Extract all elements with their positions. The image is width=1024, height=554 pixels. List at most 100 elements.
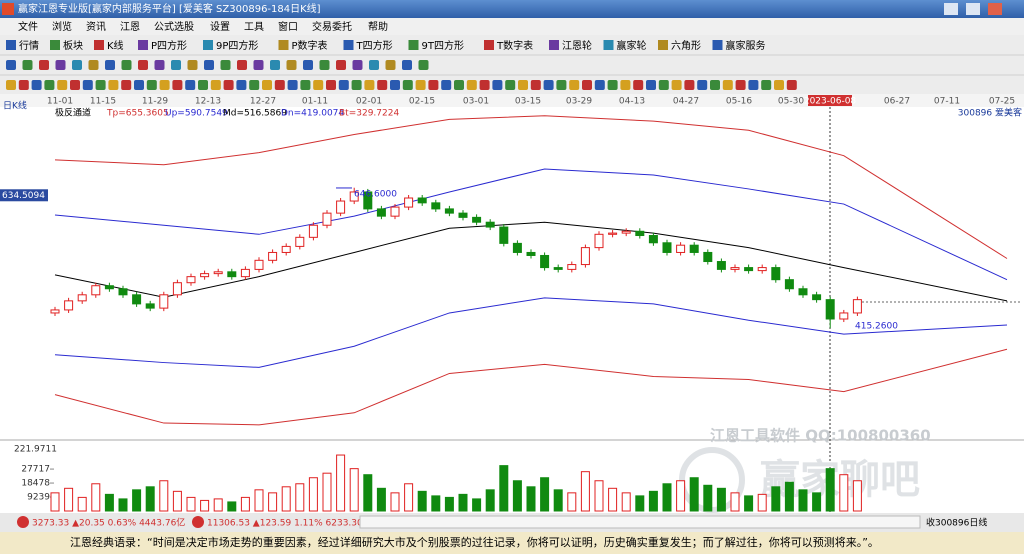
toolbar-icon[interactable] [761, 80, 772, 90]
toolbar-icon[interactable] [236, 80, 247, 90]
toolbar-icon[interactable] [18, 80, 29, 90]
toolbar-icon[interactable] [6, 80, 16, 90]
toolbar-button[interactable]: P数字表 [292, 39, 328, 52]
toolbar-icon[interactable] [530, 80, 541, 90]
toolbar-icon[interactable] [198, 80, 208, 90]
toolbar-icon[interactable] [390, 80, 400, 90]
toolbar-icon[interactable] [105, 60, 115, 70]
toolbar-icon[interactable] [735, 80, 746, 90]
toolbar-icon[interactable] [138, 40, 148, 50]
toolbar-icon[interactable] [408, 40, 419, 50]
toolbar-button[interactable]: 赢家服务 [726, 39, 766, 52]
toolbar-icon[interactable] [146, 80, 157, 90]
toolbar-icon[interactable] [313, 80, 324, 90]
toolbar-icon[interactable] [402, 80, 413, 90]
toolbar-icon[interactable] [154, 60, 165, 70]
toolbar-icon[interactable] [582, 80, 592, 90]
toolbar-icon[interactable] [185, 80, 196, 90]
toolbar-icon[interactable] [722, 80, 733, 90]
toolbar-button[interactable]: 9T四方形 [422, 39, 464, 52]
toolbar-icon[interactable] [44, 80, 55, 90]
toolbar-icon[interactable] [607, 80, 618, 90]
toolbar-icon[interactable] [343, 40, 354, 50]
toolbar-button[interactable]: 行情 [19, 39, 39, 52]
toolbar-icon[interactable] [428, 80, 439, 90]
toolbar-icon[interactable] [518, 80, 528, 90]
toolbar-icon[interactable] [39, 60, 49, 70]
toolbar-icon[interactable] [351, 80, 362, 90]
toolbar-icon[interactable] [6, 60, 16, 70]
toolbar-icon[interactable] [454, 80, 464, 90]
toolbar-icon[interactable] [223, 80, 234, 90]
menu-item[interactable]: 帮助 [368, 20, 388, 33]
toolbar-icon[interactable] [278, 40, 289, 50]
toolbar-icon[interactable] [697, 80, 708, 90]
scrollbar[interactable] [359, 515, 921, 529]
menu-item[interactable]: 设置 [210, 21, 230, 33]
toolbar-icon[interactable] [55, 60, 66, 70]
maximize[interactable] [966, 3, 980, 15]
menu-item[interactable]: 浏览 [52, 20, 72, 33]
menu-item[interactable]: 文件 [18, 20, 38, 33]
toolbar-icon[interactable] [505, 80, 516, 90]
minimize[interactable] [944, 3, 958, 15]
toolbar-icon[interactable] [138, 60, 148, 70]
toolbar-icon[interactable] [402, 60, 412, 70]
toolbar-icon[interactable] [594, 80, 605, 90]
toolbar-icon[interactable] [633, 80, 644, 90]
close[interactable] [988, 3, 1002, 15]
toolbar-icon[interactable] [88, 60, 99, 70]
toolbar-icon[interactable] [121, 80, 132, 90]
menu-item[interactable]: 窗口 [278, 20, 298, 33]
toolbar-button[interactable]: 六角形 [671, 40, 701, 52]
toolbar-icon[interactable] [262, 80, 272, 90]
toolbar-icon[interactable] [569, 80, 580, 90]
toolbar-icon[interactable] [326, 80, 336, 90]
toolbar-button[interactable]: 赢家轮 [617, 39, 647, 52]
toolbar-icon[interactable] [253, 60, 264, 70]
toolbar-icon[interactable] [484, 40, 494, 50]
menu-item[interactable]: 公式选股 [154, 20, 194, 33]
toolbar-icon[interactable] [774, 80, 784, 90]
toolbar-icon[interactable] [492, 80, 503, 90]
toolbar-icon[interactable] [70, 80, 80, 90]
toolbar-icon[interactable] [336, 60, 346, 70]
toolbar-icon[interactable] [369, 60, 379, 70]
menu-item[interactable]: 江恩 [120, 21, 140, 33]
toolbar-icon[interactable] [466, 80, 477, 90]
toolbar-icon[interactable] [82, 80, 93, 90]
toolbar-icon[interactable] [95, 80, 106, 90]
toolbar-icon[interactable] [274, 80, 285, 90]
toolbar-button[interactable]: T四方形 [356, 39, 393, 52]
toolbar-icon[interactable] [303, 60, 313, 70]
toolbar-icon[interactable] [159, 80, 170, 90]
toolbar-icon[interactable] [6, 40, 16, 50]
toolbar-icon[interactable] [543, 80, 554, 90]
toolbar-icon[interactable] [171, 60, 181, 70]
toolbar-icon[interactable] [603, 40, 614, 50]
toolbar-icon[interactable] [203, 40, 213, 50]
toolbar-icon[interactable] [270, 60, 280, 70]
toolbar-icon[interactable] [172, 80, 183, 90]
toolbar-icon[interactable] [187, 60, 198, 70]
toolbar-icon[interactable] [338, 80, 349, 90]
toolbar-icon[interactable] [385, 60, 396, 70]
toolbar-icon[interactable] [22, 60, 33, 70]
toolbar-icon[interactable] [287, 80, 298, 90]
toolbar-icon[interactable] [364, 80, 375, 90]
toolbar-icon[interactable] [479, 80, 490, 90]
toolbar-icon[interactable] [220, 60, 231, 70]
toolbar-button[interactable]: T数字表 [496, 39, 533, 52]
toolbar-icon[interactable] [134, 80, 144, 90]
toolbar-icon[interactable] [712, 40, 723, 50]
toolbar-icon[interactable] [210, 80, 221, 90]
menu-item[interactable]: 交易委托 [312, 20, 352, 33]
toolbar-icon[interactable] [415, 80, 426, 90]
toolbar-icon[interactable] [549, 40, 559, 50]
toolbar-icon[interactable] [108, 80, 119, 90]
toolbar-icon[interactable] [658, 40, 668, 50]
toolbar-icon[interactable] [352, 60, 363, 70]
toolbar-icon[interactable] [204, 60, 214, 70]
toolbar-button[interactable]: 板块 [63, 39, 83, 52]
toolbar-icon[interactable] [684, 80, 695, 90]
